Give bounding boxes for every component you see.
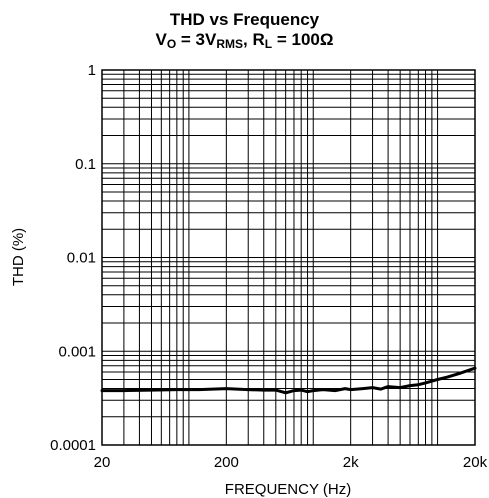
x-tick-labels: 20 200 2k 20k <box>94 454 488 471</box>
series-group <box>100 366 477 395</box>
chart-title: THD vs Frequency <box>169 10 320 29</box>
plot-frame <box>101 69 476 446</box>
subtitle-r-sub: L <box>264 37 273 51</box>
y-tick-label: 0.0001 <box>50 437 96 454</box>
y-tick-label: 1 <box>88 62 96 79</box>
thd-series-line <box>100 366 477 395</box>
y-tick-labels: 1 0.1 0.01 0.001 0.0001 <box>50 62 96 454</box>
y-axis-label: THD (%) <box>10 228 27 286</box>
x-axis-label: FREQUENCY (Hz) <box>225 481 351 498</box>
grid <box>101 69 476 446</box>
x-tick-label: 20 <box>94 454 111 471</box>
subtitle-v-rest: = 3V <box>176 30 217 49</box>
subtitle-r: R <box>252 30 265 49</box>
chart-subtitle: VO = 3VRMS, RL = 100Ω <box>0 30 489 50</box>
subtitle-v: V <box>155 30 167 49</box>
x-tick-label: 200 <box>214 454 239 471</box>
subtitle-sep: , <box>243 30 253 49</box>
y-tick-label: 0.01 <box>67 250 96 267</box>
x-tick-label: 20k <box>463 454 488 471</box>
subtitle-rms-sub: RMS <box>216 37 244 51</box>
y-tick-label: 0.001 <box>58 343 96 360</box>
y-tick-label: 0.1 <box>75 156 96 173</box>
subtitle-v-sub: O <box>166 37 177 51</box>
subtitle-r-rest: = 100Ω <box>272 30 334 49</box>
x-tick-label: 2k <box>343 454 359 471</box>
